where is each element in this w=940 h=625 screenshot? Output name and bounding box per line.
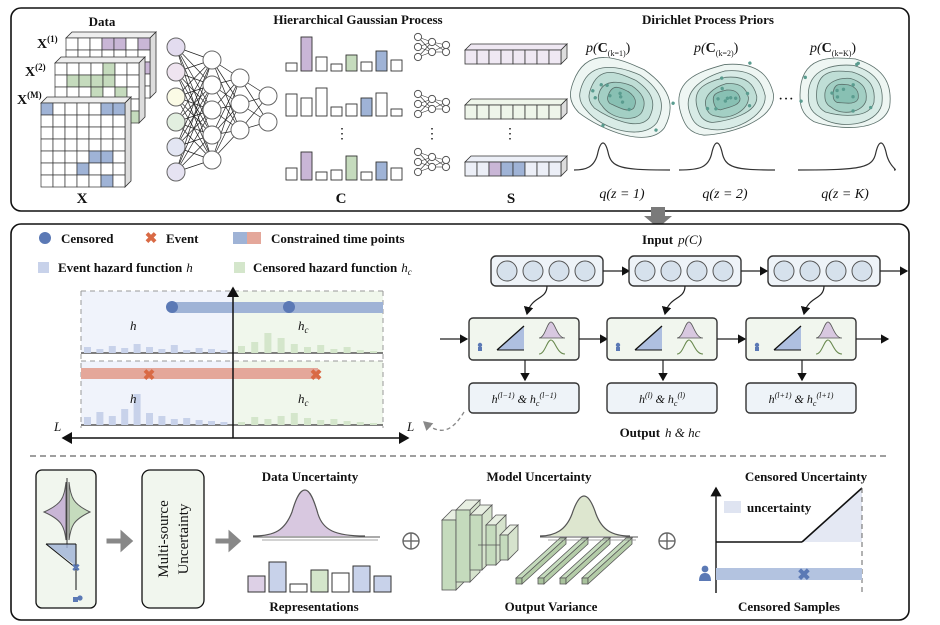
survival-icon-box: ✖ (35, 469, 97, 609)
arrow-1 (106, 529, 134, 553)
x1-label: X(1) (37, 34, 58, 52)
person-icon (701, 565, 709, 573)
plot-h-top: h (130, 318, 137, 333)
plot-hc-bottom: hc (298, 391, 309, 408)
pipeline-output-label: h(l+1) & hc(l+1) (769, 391, 834, 408)
dpp-title: Dirichlet Process Priors (642, 12, 774, 27)
legend-censored-hazard: Censored hazard function hc (253, 260, 412, 277)
constrained-interval-event (81, 368, 318, 379)
cnn-blocks (441, 499, 634, 591)
sequential-pipeline: h(l−1) & hc(l−1) h(l) & hc(l) h(l+1) & hc(… (440, 255, 909, 414)
constrained-swatch-red (247, 232, 261, 244)
down-arrow (644, 207, 672, 228)
legend-censored: Censored (61, 231, 114, 246)
s-label: S (507, 191, 515, 207)
feedback-arrow (423, 411, 465, 432)
constrained-interval-censored (172, 302, 383, 313)
censored-samples-label: Censored Samples (738, 599, 840, 614)
mini-networks (413, 32, 451, 177)
censored-marker-icon (39, 232, 51, 244)
svg-text:✖: ✖ (72, 563, 80, 574)
representation-bars (247, 561, 392, 593)
xm-label: X(M) (17, 90, 42, 108)
arrow-2 (215, 529, 242, 553)
censored-point-end (283, 301, 295, 313)
axis-left-label: L (53, 419, 61, 434)
data-title: Data (89, 14, 116, 29)
output-label: Output h & hc (620, 425, 701, 440)
hgp-title: Hierarchical Gaussian Process (273, 12, 442, 27)
input-label: Input p(C) (642, 232, 702, 247)
pipeline-output-label: h(l−1) & hc(l−1) (492, 391, 557, 408)
pipeline-output-label: h(l) & hc(l) (639, 391, 685, 408)
censored-sample-bar (716, 568, 862, 580)
censored-sample-marker: ✖ (797, 567, 810, 584)
qk-label: q(z = K) (821, 187, 869, 202)
legend-constrained: Constrained time points (271, 231, 405, 246)
event-point-start: ✖ (143, 368, 156, 384)
c-dots: ⋮ (335, 127, 349, 142)
data-matrices (40, 31, 157, 188)
pk-label: p(C(k=K)) (809, 41, 856, 58)
censored-hazard-swatch (234, 262, 245, 273)
event-marker-icon: ✖ (145, 231, 158, 247)
s-dots: ⋮ (503, 127, 517, 142)
event-hazard-swatch (38, 262, 49, 273)
censored-uncertainty-title: Censored Uncertainty (745, 469, 868, 484)
legend-event-hazard: Event hazard function h (58, 260, 193, 275)
s-vectors (464, 43, 568, 177)
x-bottom-label: X (77, 191, 88, 207)
constrained-swatch-blue (233, 232, 247, 244)
neural-network (166, 37, 278, 182)
oplus-2 (658, 532, 676, 550)
axis-right-label: L (406, 419, 414, 434)
cluster-contours (570, 57, 896, 171)
q2-label: q(z = 2) (702, 187, 748, 202)
q1-label: q(z = 1) (599, 187, 645, 202)
plot-h-bottom: h (130, 391, 137, 406)
model-uncertainty-title: Model Uncertainty (486, 469, 592, 484)
event-point-end: ✖ (310, 368, 323, 384)
oplus-1 (402, 532, 420, 550)
cluster-ellipsis: ··· (778, 91, 794, 108)
x2-label: X(2) (25, 62, 46, 80)
top-panel (10, 7, 910, 212)
legend-event: Event (166, 231, 199, 246)
data-uncertainty-title: Data Uncertainty (262, 469, 359, 484)
multi-source-line1: Multi-source (156, 500, 172, 578)
hazard-plot: ✖ ✖ h hc h hc L L (53, 286, 414, 444)
censored-uncertainty-plot: uncertainty ✖ (699, 486, 863, 593)
c-label: C (336, 191, 347, 207)
c-bar-charts (285, 36, 403, 181)
data-uncertainty-curve (252, 489, 380, 541)
output-variance-label: Output Variance (505, 599, 598, 614)
p1-label: p(C(k=1)) (585, 41, 631, 58)
plot-hc-top: hc (298, 318, 309, 335)
censored-point-start (166, 301, 178, 313)
multi-source-box: Multi-source Uncertainty (141, 469, 205, 609)
model-uncertainty-curve (539, 495, 638, 541)
mini-dots: ⋮ (425, 127, 439, 142)
multi-source-line2: Uncertainty (176, 503, 192, 574)
representations-label: Representations (269, 599, 358, 614)
uncertainty-legend: uncertainty (747, 500, 812, 515)
p2-label: p(C(k=2)) (693, 41, 739, 58)
